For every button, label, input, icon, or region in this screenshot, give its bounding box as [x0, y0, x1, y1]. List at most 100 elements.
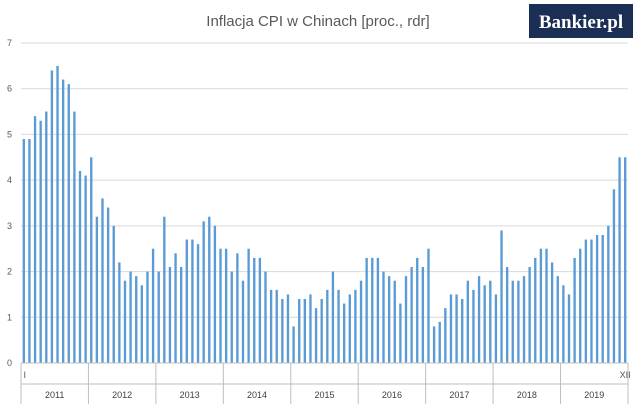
bar [427, 248, 430, 363]
bar [140, 285, 144, 363]
bar [123, 280, 127, 363]
bar [84, 175, 87, 363]
bar [404, 276, 408, 363]
bar [180, 267, 183, 363]
bar [303, 299, 307, 363]
bar [286, 294, 290, 363]
bar [135, 276, 138, 363]
bar [292, 326, 295, 363]
bar [33, 116, 37, 363]
bar [112, 225, 115, 363]
bar [438, 321, 441, 363]
year-label: 2013 [180, 390, 200, 400]
bar [410, 267, 413, 363]
bar [505, 267, 509, 363]
bar [320, 299, 323, 363]
bar [269, 289, 273, 363]
bar [78, 171, 82, 363]
chart-title: Inflacja CPI w Chinach [proc., rdr] [206, 13, 429, 30]
bar [298, 299, 301, 363]
bar [163, 216, 166, 363]
bar [342, 303, 346, 363]
y-tick-label: 0 [7, 358, 12, 368]
year-label: 2014 [247, 390, 267, 400]
bar [22, 139, 25, 363]
bar [247, 248, 250, 363]
bar [393, 280, 396, 363]
bar [118, 262, 121, 363]
bar [584, 239, 588, 363]
bar [314, 308, 318, 363]
bar [331, 271, 335, 363]
bar [354, 289, 357, 363]
bar [449, 294, 453, 363]
bar [399, 303, 402, 363]
bar [466, 280, 469, 363]
y-axis-ticks: 0 1 2 3 4 5 6 7 [7, 38, 12, 368]
bar [151, 248, 155, 363]
bar [382, 271, 385, 363]
bar [494, 294, 498, 363]
bar [67, 84, 70, 363]
bar [489, 280, 492, 363]
bar [196, 244, 200, 363]
year-label: 2017 [449, 390, 469, 400]
bar [157, 271, 160, 363]
bar [421, 267, 425, 363]
bankier-logo: Bankier.pl [529, 4, 633, 38]
bar [230, 271, 233, 363]
bar [416, 257, 419, 363]
year-label: 2012 [112, 390, 132, 400]
x-tick-first-month: I [24, 370, 27, 380]
bar [275, 289, 278, 363]
bar [477, 276, 481, 363]
bar [185, 239, 188, 363]
bar [579, 248, 582, 363]
bar [601, 235, 604, 363]
bar [61, 79, 65, 363]
bar [517, 280, 520, 363]
bar [556, 276, 559, 363]
x-axis: 2011 2012 2013 2014 2015 2016 2017 2018 2019 I XII [20, 362, 631, 404]
bar [590, 239, 593, 363]
bar [309, 294, 312, 363]
bar [253, 257, 256, 363]
bar [534, 257, 537, 363]
bar [371, 257, 374, 363]
bar [624, 157, 627, 363]
bar [129, 271, 132, 363]
year-label: 2019 [584, 390, 604, 400]
bar [213, 225, 217, 363]
bar [528, 267, 531, 363]
year-label: 2018 [517, 390, 537, 400]
bar [444, 308, 447, 363]
bar [337, 289, 340, 363]
bar [56, 65, 59, 364]
bar [348, 294, 351, 363]
bar [90, 157, 93, 363]
bar-series [22, 65, 627, 364]
bar [202, 221, 205, 363]
bar [236, 253, 239, 363]
bar [455, 294, 458, 363]
bar [500, 230, 503, 363]
y-tick-label: 7 [7, 38, 12, 48]
bar [461, 299, 464, 363]
y-tick-label: 6 [7, 84, 12, 94]
bar [219, 248, 222, 363]
bar [483, 285, 486, 363]
bar [359, 280, 363, 363]
bar [545, 248, 548, 363]
bar [101, 198, 104, 363]
bar [281, 299, 284, 363]
bar [522, 276, 526, 363]
y-tick-label: 5 [7, 129, 12, 139]
y-tick-label: 3 [7, 221, 12, 231]
year-label: 2011 [45, 390, 64, 400]
logo-text: Bankier.pl [539, 12, 623, 33]
bar [562, 285, 565, 363]
bar [573, 257, 576, 363]
bar [106, 207, 110, 363]
bar [208, 216, 211, 363]
